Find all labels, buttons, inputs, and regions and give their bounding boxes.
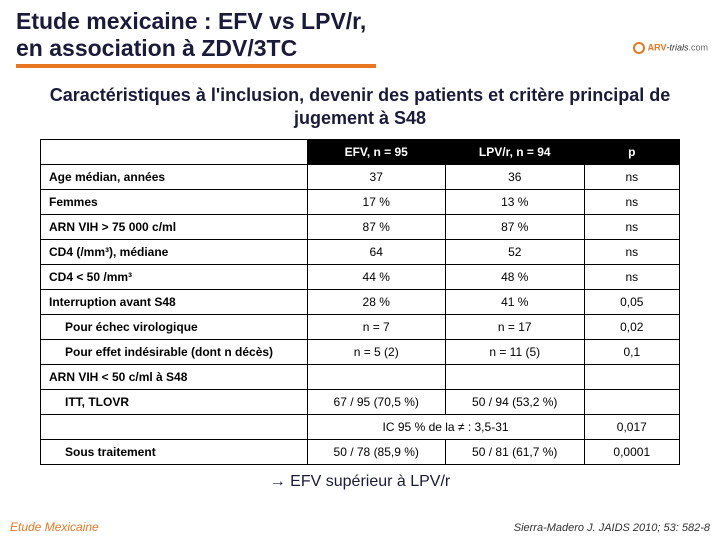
row-efv: 17 % [307, 190, 445, 215]
row-lpv: n = 11 (5) [445, 340, 584, 365]
row-label: Sous traitement [41, 440, 308, 465]
logo-com: .com [688, 42, 708, 52]
table-row: ARN VIH > 75 000 c/ml87 %87 %ns [41, 215, 680, 240]
row-span-value: IC 95 % de la ≠ : 3,5-31 [307, 415, 584, 440]
title-line-2: en association à ZDV/3TC [16, 35, 704, 62]
row-p: 0,1 [584, 340, 679, 365]
th-lpv: LPV/r, n = 94 [445, 140, 584, 165]
row-p: ns [584, 165, 679, 190]
row-efv: n = 7 [307, 315, 445, 340]
row-efv: 67 / 95 (70,5 %) [307, 390, 445, 415]
row-label: ARN VIH < 50 c/ml à S48 [41, 365, 308, 390]
row-efv: 50 / 78 (85,9 %) [307, 440, 445, 465]
slide-header: Etude mexicaine : EFV vs LPV/r, en assoc… [0, 0, 720, 72]
arv-trials-logo: ARV-trials.com [633, 42, 708, 54]
table-row: CD4 < 50 /mm³44 %48 %ns [41, 265, 680, 290]
row-label: ARN VIH > 75 000 c/ml [41, 215, 308, 240]
data-table: EFV, n = 95 LPV/r, n = 94 p Age médian, … [40, 139, 680, 465]
table-row: ITT, TLOVR67 / 95 (70,5 %)50 / 94 (53,2 … [41, 390, 680, 415]
row-p: 0,0001 [584, 440, 679, 465]
row-p: ns [584, 215, 679, 240]
row-p [584, 390, 679, 415]
table-row: IC 95 % de la ≠ : 3,5-310,017 [41, 415, 680, 440]
th-p: p [584, 140, 679, 165]
footer-right: Sierra-Madero J. JAIDS 2010; 53: 582-8 [514, 522, 710, 534]
row-lpv [445, 365, 584, 390]
th-blank [41, 140, 308, 165]
row-p: 0,02 [584, 315, 679, 340]
logo-trials: -trials [666, 42, 688, 52]
table-row: Sous traitement50 / 78 (85,9 %)50 / 81 (… [41, 440, 680, 465]
row-label: Femmes [41, 190, 308, 215]
row-lpv: 13 % [445, 190, 584, 215]
row-label: Pour échec virologique [41, 315, 308, 340]
logo-arv: ARV [648, 42, 667, 52]
row-efv: 64 [307, 240, 445, 265]
title-line-1: Etude mexicaine : EFV vs LPV/r, [16, 8, 704, 35]
row-lpv: 41 % [445, 290, 584, 315]
row-lpv: n = 17 [445, 315, 584, 340]
row-lpv: 87 % [445, 215, 584, 240]
row-p [584, 365, 679, 390]
table-header-row: EFV, n = 95 LPV/r, n = 94 p [41, 140, 680, 165]
row-label: Age médian, années [41, 165, 308, 190]
row-lpv: 50 / 81 (61,7 %) [445, 440, 584, 465]
th-efv: EFV, n = 95 [307, 140, 445, 165]
subtitle: Caractéristiques à l'inclusion, devenir … [0, 72, 720, 139]
row-efv [307, 365, 445, 390]
row-p: ns [584, 265, 679, 290]
row-p: ns [584, 240, 679, 265]
row-label: Interruption avant S48 [41, 290, 308, 315]
title-underline [16, 64, 376, 68]
row-p: ns [584, 190, 679, 215]
row-lpv: 36 [445, 165, 584, 190]
row-p: 0,05 [584, 290, 679, 315]
table-row: ARN VIH < 50 c/ml à S48 [41, 365, 680, 390]
row-efv: 87 % [307, 215, 445, 240]
row-label: CD4 (/mm³), médiane [41, 240, 308, 265]
table-row: Age médian, années3736ns [41, 165, 680, 190]
row-efv: 37 [307, 165, 445, 190]
table-row: Pour échec virologiquen = 7n = 170,02 [41, 315, 680, 340]
row-p: 0,017 [584, 415, 679, 440]
table-row: Femmes17 %13 %ns [41, 190, 680, 215]
conclusion: → EFV supérieur à LPV/r [0, 473, 720, 491]
row-efv: n = 5 (2) [307, 340, 445, 365]
row-label: Pour effet indésirable (dont n décès) [41, 340, 308, 365]
row-lpv: 48 % [445, 265, 584, 290]
table-row: CD4 (/mm³), médiane6452ns [41, 240, 680, 265]
footer-left: Etude Mexicaine [10, 520, 99, 534]
row-efv: 44 % [307, 265, 445, 290]
row-lpv: 52 [445, 240, 584, 265]
row-efv: 28 % [307, 290, 445, 315]
row-label [41, 415, 308, 440]
table-row: Interruption avant S4828 %41 %0,05 [41, 290, 680, 315]
row-label: CD4 < 50 /mm³ [41, 265, 308, 290]
row-lpv: 50 / 94 (53,2 %) [445, 390, 584, 415]
table-row: Pour effet indésirable (dont n décès)n =… [41, 340, 680, 365]
row-label: ITT, TLOVR [41, 390, 308, 415]
